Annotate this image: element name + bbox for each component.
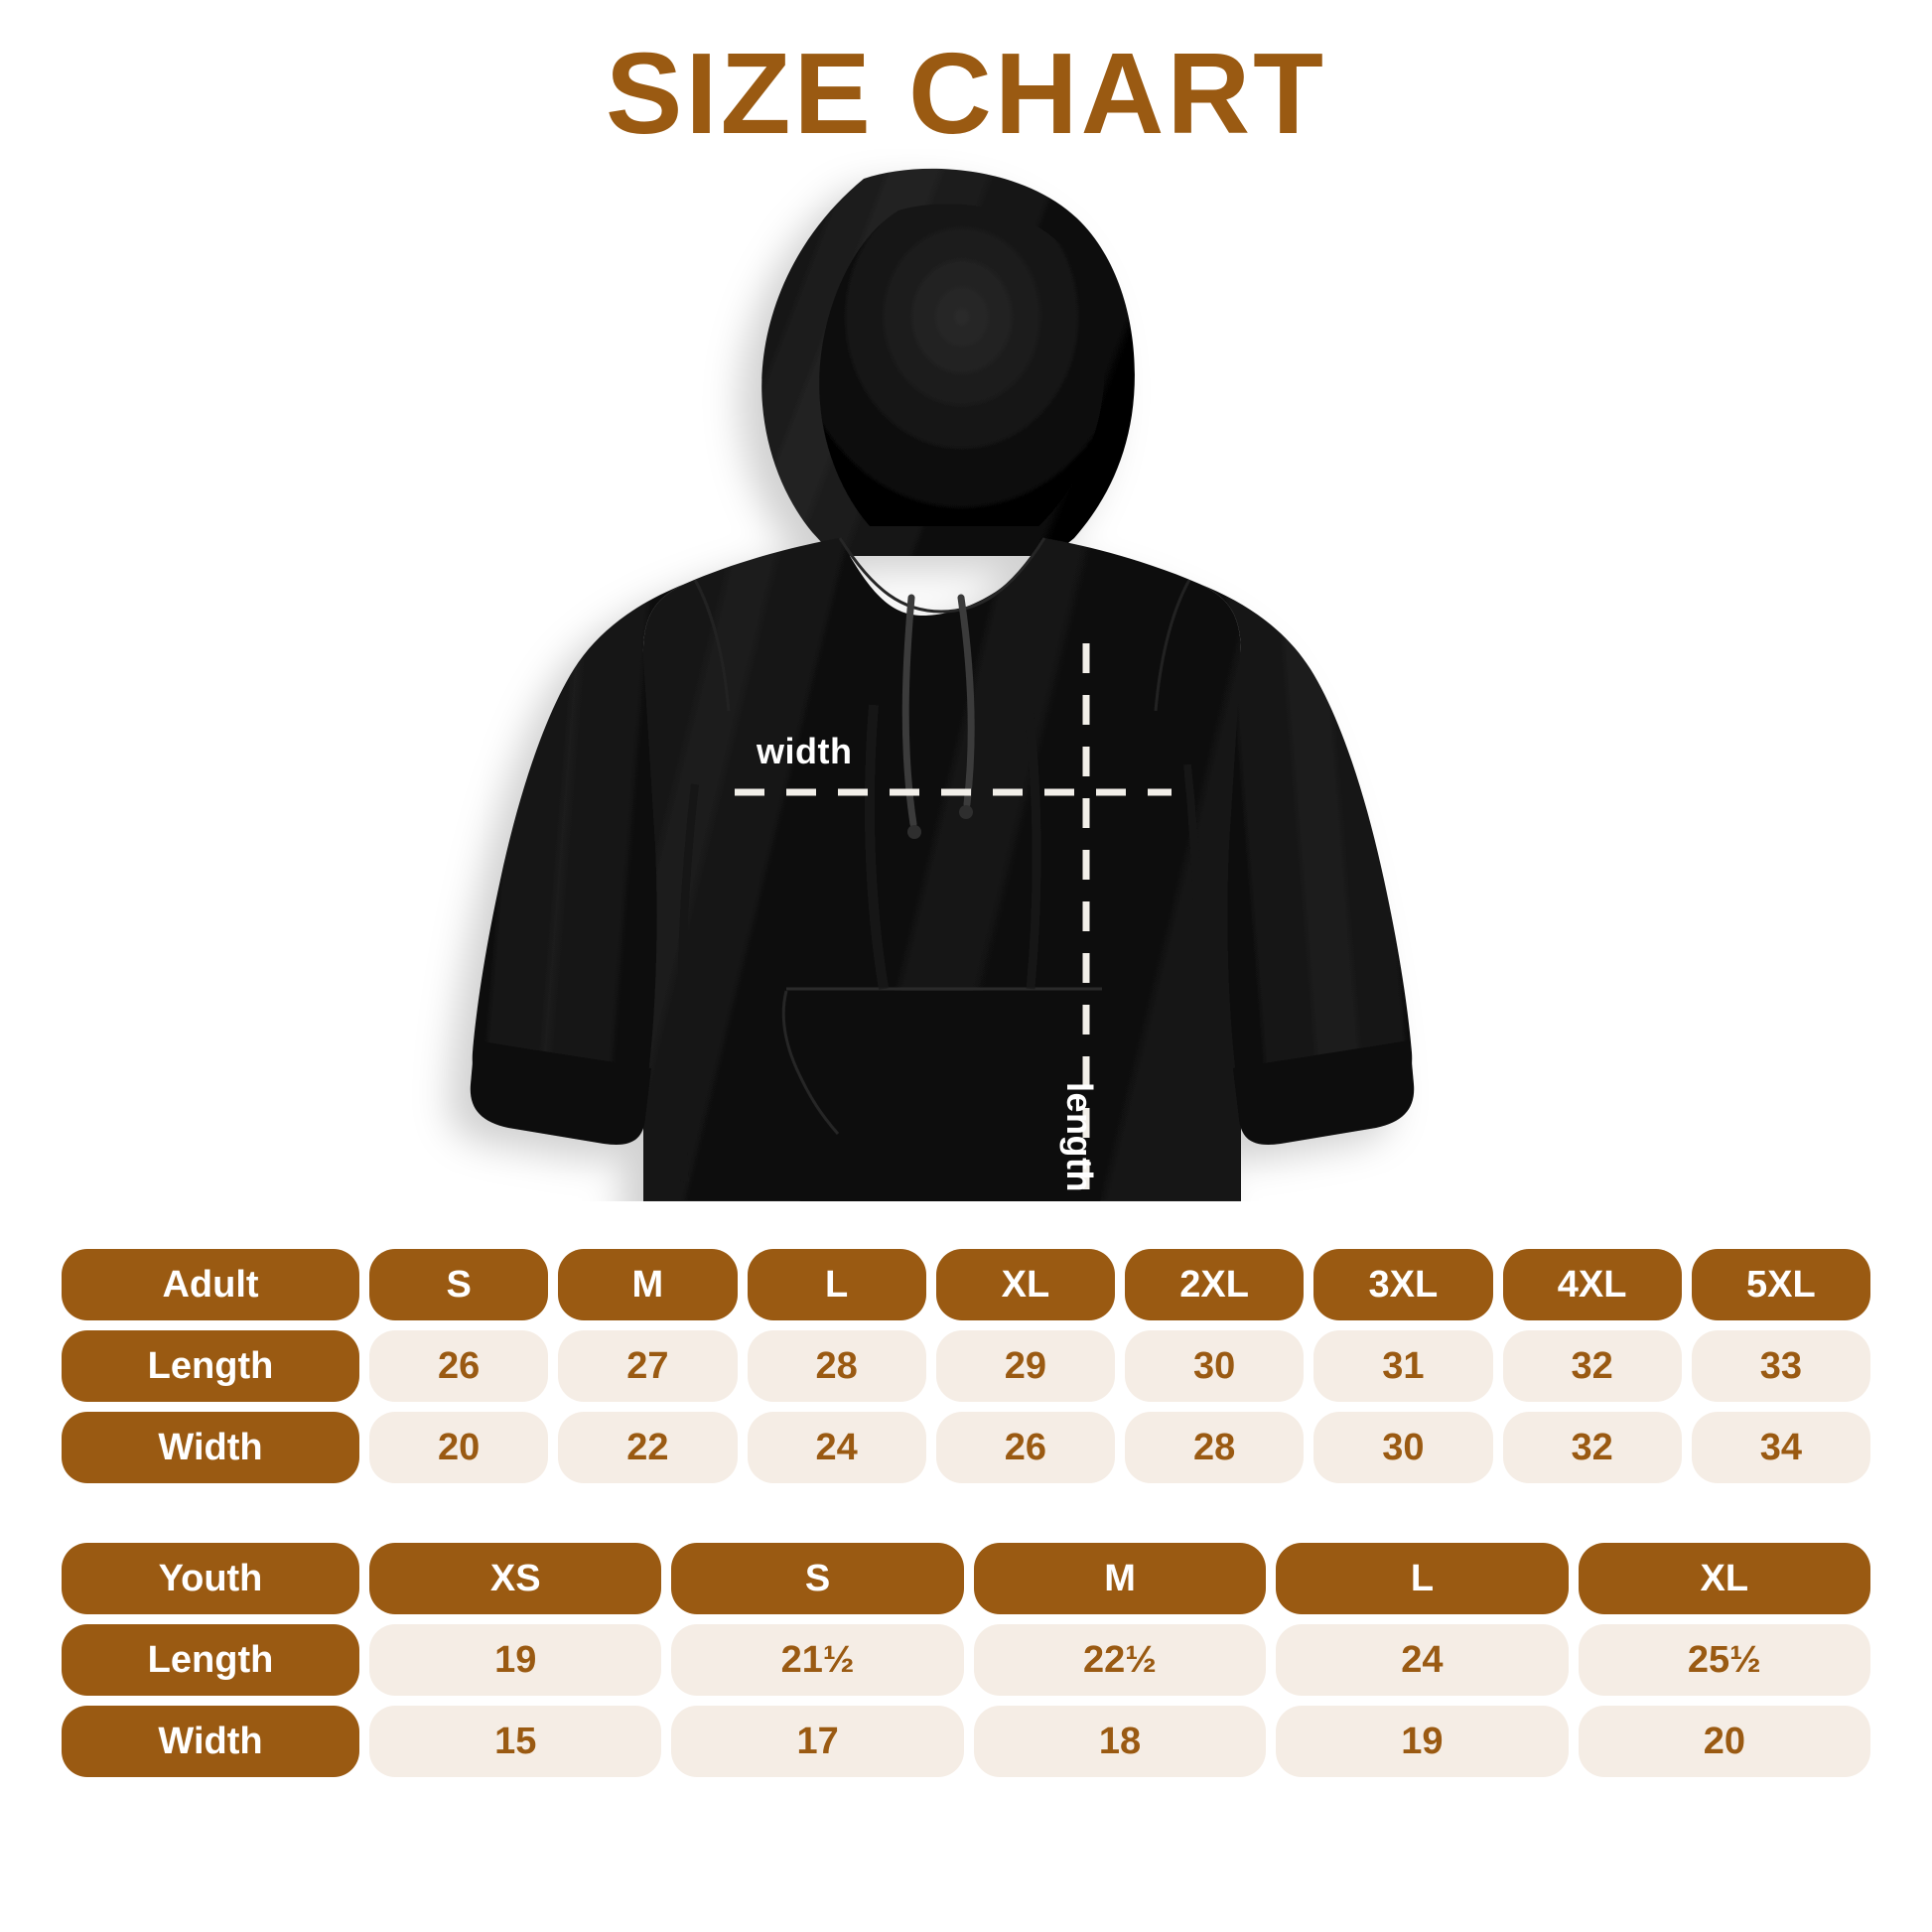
adult-size-table: Adult S M L XL 2XL 3XL 4XL 5XL Length 26… [62,1249,1870,1483]
youth-size-S[interactable]: S [671,1543,964,1614]
youth-width-row: Width 15 17 18 19 20 [62,1706,1871,1777]
adult-size-3XL[interactable]: 3XL [1313,1249,1493,1320]
adult-length-5XL: 33 [1691,1330,1870,1402]
youth-width-label: Width [62,1706,359,1777]
adult-length-L: 28 [747,1330,926,1402]
youth-length-XL: 25½ [1578,1624,1871,1696]
adult-size-4XL[interactable]: 4XL [1502,1249,1682,1320]
page-title: SIZE CHART [606,29,1326,158]
fold-4 [1183,763,1204,1182]
left-cuff [470,1040,651,1145]
left-shoulder-seam [693,579,731,712]
hoodie-svg [470,168,1415,1201]
left-sleeve [472,584,685,1115]
neck-seam [838,537,1046,614]
adult-width-L: 24 [747,1412,926,1483]
adult-size-M[interactable]: M [558,1249,738,1320]
adult-length-3XL: 31 [1313,1330,1493,1402]
hoodie-shape [470,168,1415,1201]
youth-width-XL: 20 [1578,1706,1871,1777]
fold-2 [1018,664,1041,990]
adult-width-4XL: 32 [1502,1412,1682,1483]
adult-width-5XL: 34 [1691,1412,1870,1483]
adult-length-label: Length [62,1330,359,1402]
adult-size-L[interactable]: L [747,1249,926,1320]
fold-1 [864,704,889,990]
size-tables: Adult S M L XL 2XL 3XL 4XL 5XL Length 26… [62,1249,1871,1777]
adult-width-M: 22 [558,1412,738,1483]
fold-3 [676,783,699,1182]
adult-width-row: Width 20 22 24 26 28 30 32 34 [62,1412,1870,1483]
youth-size-XS[interactable]: XS [369,1543,662,1614]
drawstring-right [957,594,975,808]
right-shoulder-seam [1154,579,1191,712]
width-measure-label: width [757,731,853,771]
table-spacer [62,1483,1870,1543]
youth-size-L[interactable]: L [1276,1543,1569,1614]
measurement-guides [735,643,1172,1201]
right-sleeve [1199,584,1413,1115]
youth-length-M: 22½ [973,1624,1267,1696]
youth-length-row: Length 19 21½ 22½ 24 25½ [62,1624,1871,1696]
adult-length-M: 27 [558,1330,738,1402]
adult-header-row: Adult S M L XL 2XL 3XL 4XL 5XL [62,1249,1870,1320]
adult-size-XL[interactable]: XL [935,1249,1115,1320]
adult-width-S: 20 [369,1412,549,1483]
youth-header-row: Youth XS S M L XL [62,1543,1871,1614]
adult-width-XL: 26 [935,1412,1115,1483]
youth-size-table: Youth XS S M L XL Length 19 21½ 22½ 24 2… [62,1543,1871,1777]
adult-size-S[interactable]: S [369,1249,549,1320]
youth-width-S: 17 [671,1706,964,1777]
youth-width-XS: 15 [369,1706,662,1777]
adult-length-row: Length 26 27 28 29 30 31 32 33 [62,1330,1870,1402]
youth-width-L: 19 [1276,1706,1569,1777]
adult-width-label: Width [62,1412,359,1483]
adult-size-2XL[interactable]: 2XL [1125,1249,1305,1320]
youth-length-label: Length [62,1624,359,1696]
adult-length-S: 26 [369,1330,549,1402]
youth-width-M: 18 [973,1706,1267,1777]
adult-length-4XL: 32 [1502,1330,1682,1402]
adult-length-2XL: 30 [1125,1330,1305,1402]
adult-width-2XL: 28 [1125,1412,1305,1483]
garment-illustration: width length [0,149,1932,1201]
adult-table-label: Adult [62,1249,359,1320]
youth-size-M[interactable]: M [973,1543,1267,1614]
youth-table-label: Youth [62,1543,359,1614]
adult-length-XL: 29 [935,1330,1115,1402]
right-cuff [1233,1040,1415,1145]
adult-size-5XL[interactable]: 5XL [1691,1249,1870,1320]
aglet-left [907,825,921,839]
youth-length-S: 21½ [671,1624,964,1696]
length-measure-label: length [1059,1082,1100,1192]
youth-length-L: 24 [1276,1624,1569,1696]
kangaroo-pocket [779,991,1115,1201]
youth-length-XS: 19 [369,1624,662,1696]
hood-inner [819,204,1105,527]
pocket-opening-left [781,990,840,1135]
youth-size-XL[interactable]: XL [1578,1543,1871,1614]
aglet-right [959,805,973,819]
adult-width-3XL: 30 [1313,1412,1493,1483]
